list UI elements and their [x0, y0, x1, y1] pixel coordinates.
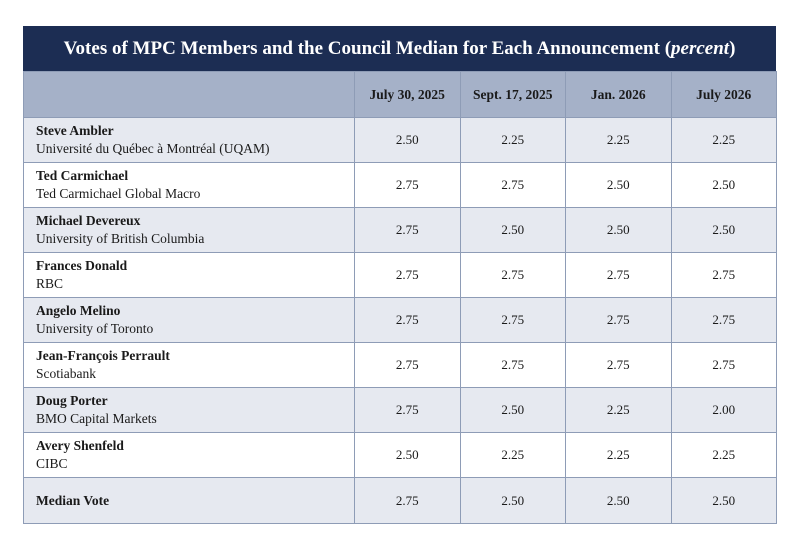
vote-cell: 2.50 — [459, 387, 566, 433]
member-cell: Ted Carmichael Ted Carmichael Global Macr… — [23, 162, 355, 208]
vote-cell: 2.75 — [354, 207, 461, 253]
vote-cell: 2.50 — [565, 207, 672, 253]
vote-cell: 2.75 — [670, 297, 777, 343]
member-organization: University of Toronto — [36, 321, 154, 336]
median-value-cell: 2.50 — [459, 477, 566, 524]
vote-cell: 2.75 — [565, 252, 672, 298]
vote-cell: 2.25 — [670, 432, 777, 478]
member-name: Avery Shenfeld — [36, 438, 124, 453]
median-value-cell: 2.75 — [354, 477, 461, 524]
vote-cell: 2.50 — [670, 207, 777, 253]
member-cell: Avery Shenfeld CIBC — [23, 432, 355, 478]
header-blank — [23, 71, 355, 118]
member-cell: Frances Donald RBC — [23, 252, 355, 298]
member-cell: Angelo Melino University of Toronto — [23, 297, 355, 343]
member-cell: Jean-François Perrault Scotiabank — [23, 342, 355, 388]
vote-cell: 2.25 — [459, 432, 566, 478]
table-row: Doug Porter BMO Capital Markets 2.75 2.50 2.… — [23, 387, 777, 433]
vote-cell: 2.50 — [670, 162, 777, 208]
header-row: July 30, 2025 Sept. 17, 2025 Jan. 2026 J… — [23, 71, 777, 118]
vote-cell: 2.75 — [354, 252, 461, 298]
vote-cell: 2.75 — [459, 252, 566, 298]
member-organization: University of British Columbia — [36, 231, 205, 246]
vote-cell: 2.50 — [354, 117, 461, 163]
member-name: Angelo Melino — [36, 303, 121, 318]
median-row: Median Vote 2.75 2.50 2.50 2.50 — [23, 477, 777, 524]
table-row: Ted Carmichael Ted Carmichael Global Macr… — [23, 162, 777, 208]
vote-cell: 2.75 — [354, 297, 461, 343]
votes-table-panel: Votes of MPC Members and the Council Med… — [23, 26, 777, 524]
vote-cell: 2.75 — [354, 342, 461, 388]
vote-cell: 2.25 — [565, 432, 672, 478]
vote-cell: 2.75 — [459, 297, 566, 343]
member-organization: RBC — [36, 276, 64, 291]
vote-cell: 2.25 — [670, 117, 777, 163]
vote-cell: 2.50 — [354, 432, 461, 478]
vote-cell: 2.50 — [565, 162, 672, 208]
member-name: Michael Devereux — [36, 213, 141, 228]
vote-cell: 2.75 — [354, 162, 461, 208]
table-row: Jean-François Perrault Scotiabank 2.75 2.75… — [23, 342, 777, 388]
member-name: Doug Porter — [36, 393, 108, 408]
table-title-main: Votes of MPC Members and the Council Med… — [63, 37, 660, 59]
column-header: Jan. 2026 — [565, 71, 672, 118]
member-cell: Michael Devereux University of British Co… — [23, 207, 355, 253]
vote-cell: 2.50 — [459, 207, 566, 253]
vote-cell: 2.25 — [565, 387, 672, 433]
table-body: Steve Ambler Université du Québec à Montr… — [23, 117, 777, 524]
median-value-cell: 2.50 — [565, 477, 672, 524]
column-header: July 30, 2025 — [354, 71, 461, 118]
member-organization: CIBC — [36, 456, 68, 471]
vote-cell: 2.75 — [670, 252, 777, 298]
member-cell: Steve Ambler Université du Québec à Montr… — [23, 117, 355, 163]
vote-cell: 2.75 — [670, 342, 777, 388]
member-organization: Scotiabank — [36, 366, 96, 381]
vote-cell: 2.75 — [459, 162, 566, 208]
table-row: Avery Shenfeld CIBC 2.50 2.25 2.25 2.25 — [23, 432, 777, 478]
median-label: Median Vote — [36, 492, 110, 508]
member-organization: Université du Québec à Montréal (UQAM) — [36, 141, 270, 156]
median-label-cell: Median Vote — [23, 477, 355, 524]
table-row: Angelo Melino University of Toronto 2.75 2.… — [23, 297, 777, 343]
table-row: Steve Ambler Université du Québec à Montr… — [23, 117, 777, 163]
column-header: Sept. 17, 2025 — [459, 71, 566, 118]
member-cell: Doug Porter BMO Capital Markets — [23, 387, 355, 433]
vote-cell: 2.75 — [354, 387, 461, 433]
vote-cell: 2.75 — [459, 342, 566, 388]
median-value-cell: 2.50 — [670, 477, 777, 524]
vote-cell: 2.75 — [565, 297, 672, 343]
table-row: Frances Donald RBC 2.75 2.75 2.75 2.75 — [23, 252, 777, 298]
member-name: Ted Carmichael — [36, 168, 129, 183]
table-title-unit: percent — [671, 37, 730, 59]
votes-table: July 30, 2025 Sept. 17, 2025 Jan. 2026 J… — [23, 71, 777, 524]
vote-cell: 2.00 — [670, 387, 777, 433]
column-header: July 2026 — [670, 71, 777, 118]
member-name: Frances Donald — [36, 258, 128, 273]
vote-cell: 2.25 — [565, 117, 672, 163]
member-name: Jean-François Perrault — [36, 348, 170, 363]
table-row: Michael Devereux University of British Co… — [23, 207, 777, 253]
member-organization: BMO Capital Markets — [36, 411, 157, 426]
table-title: Votes of MPC Members and the Council Med… — [23, 26, 776, 71]
vote-cell: 2.25 — [459, 117, 566, 163]
member-name: Steve Ambler — [36, 123, 114, 138]
member-organization: Ted Carmichael Global Macro — [36, 186, 201, 201]
vote-cell: 2.75 — [565, 342, 672, 388]
